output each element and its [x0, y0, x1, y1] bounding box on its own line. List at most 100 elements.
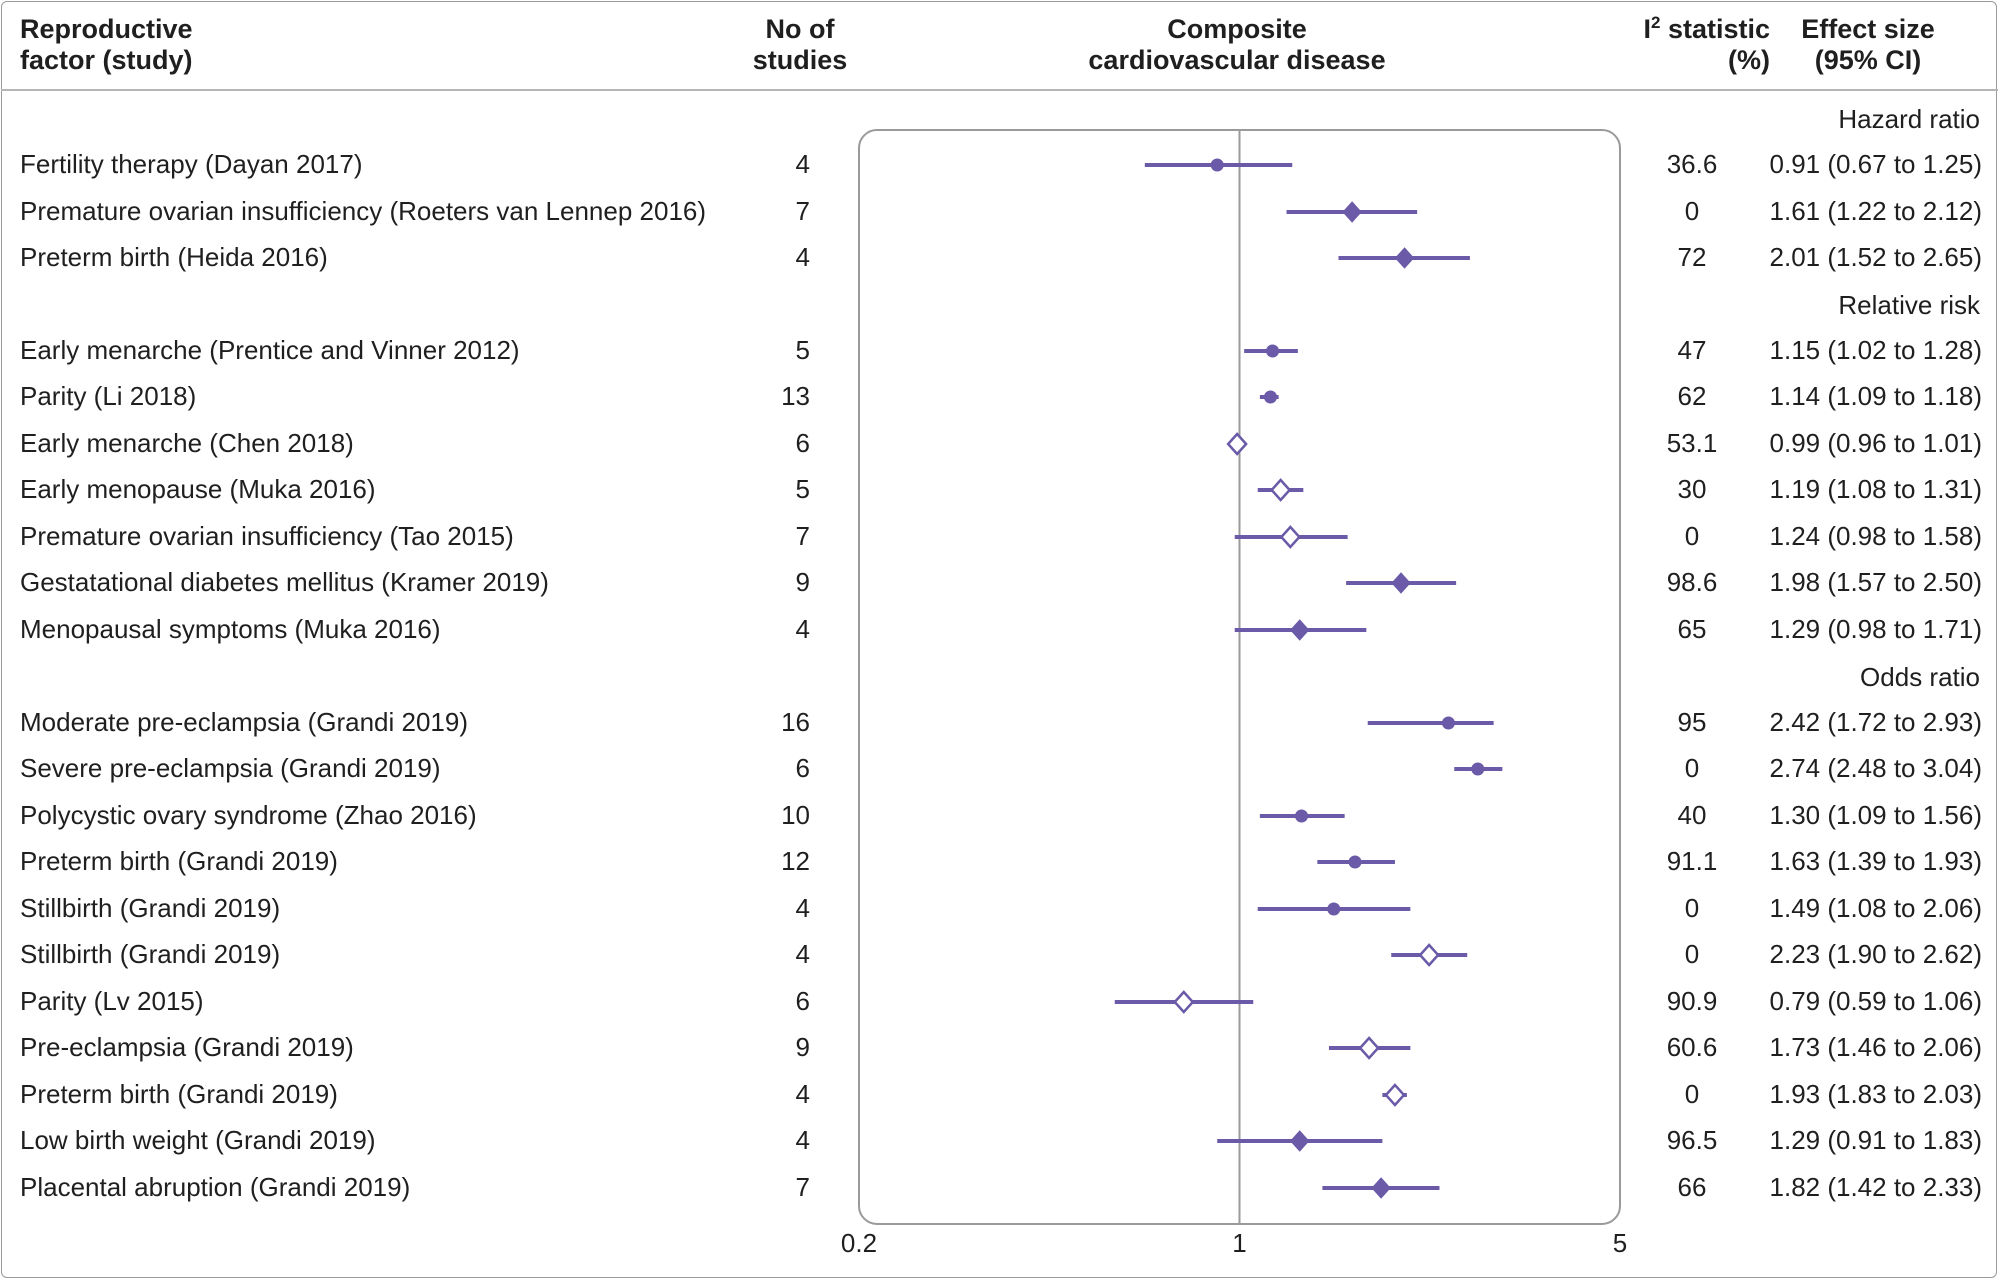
row-effect-size: 1.73 (1.46 to 2.06)	[1769, 1032, 1982, 1062]
row-effect-size: 1.49 (1.08 to 2.06)	[1769, 893, 1982, 923]
header-i2-rest: statistic (%)	[1667, 14, 1770, 75]
row-effect-size: 1.61 (1.22 to 2.12)	[1769, 196, 1982, 226]
row-study-label: Gestatational diabetes mellitus (Kramer …	[20, 567, 549, 597]
row-study-label: Stillbirth (Grandi 2019)	[20, 893, 281, 923]
point-estimate-circle	[1471, 762, 1485, 776]
row-i2-value: 62	[1677, 381, 1707, 411]
row-study-label: Premature ovarian insufficiency (Roeters…	[20, 196, 707, 226]
row-i2-value: 96.5	[1666, 1125, 1718, 1155]
row-study-label: Menopausal symptoms (Muka 2016)	[20, 614, 441, 644]
row-i2-value: 91.1	[1666, 846, 1718, 876]
header-plot-title: Composite cardiovascular disease	[1088, 14, 1386, 75]
header-i2-letter: I	[1643, 14, 1651, 44]
row-no-of-studies: 12	[781, 846, 810, 876]
row-effect-size: 1.29 (0.91 to 1.83)	[1769, 1125, 1982, 1155]
row-no-of-studies: 6	[795, 753, 810, 783]
x-tick-label: 1	[1232, 1228, 1246, 1258]
row-effect-size: 0.91 (0.67 to 1.25)	[1769, 149, 1982, 179]
row-study-label: Preterm birth (Grandi 2019)	[20, 1079, 338, 1109]
row-effect-size: 2.01 (1.52 to 2.65)	[1769, 242, 1982, 272]
row-i2-value: 36.6	[1666, 149, 1718, 179]
row-study-label: Early menarche (Prentice and Vinner 2012…	[20, 335, 520, 365]
row-i2-value: 53.1	[1666, 428, 1718, 458]
row-study-label: Pre-eclampsia (Grandi 2019)	[20, 1032, 354, 1062]
row-i2-value: 30	[1677, 474, 1707, 504]
row-no-of-studies: 4	[795, 893, 810, 923]
header-effect-size: Effect size (95% CI)	[1801, 14, 1935, 75]
header-i2-statistic: I2 statistic (%)	[1600, 14, 1770, 76]
point-estimate-diamond-filled	[1394, 247, 1415, 269]
row-effect-size: 0.79 (0.59 to 1.06)	[1769, 986, 1982, 1016]
row-i2-value: 0	[1684, 893, 1700, 923]
row-study-label: Premature ovarian insufficiency (Tao 201…	[20, 521, 514, 551]
row-effect-size: 1.14 (1.09 to 1.18)	[1769, 381, 1982, 411]
header-i2-superscript: 2	[1650, 13, 1661, 32]
point-estimate-diamond-filled	[1290, 1130, 1310, 1152]
row-no-of-studies: 4	[795, 1079, 810, 1109]
row-study-label: Fertility therapy (Dayan 2017)	[20, 149, 363, 179]
row-no-of-studies: 13	[781, 381, 810, 411]
row-i2-value: 66	[1677, 1172, 1707, 1202]
row-study-label: Preterm birth (Heida 2016)	[20, 242, 328, 272]
point-estimate-diamond-open	[1358, 1036, 1380, 1060]
row-study-label: Placental abruption (Grandi 2019)	[20, 1172, 411, 1202]
row-effect-size: 1.24 (0.98 to 1.58)	[1769, 521, 1982, 551]
row-effect-size: 1.15 (1.02 to 1.28)	[1769, 335, 1982, 365]
row-effect-size: 2.74 (2.48 to 3.04)	[1769, 753, 1982, 783]
point-estimate-circle	[1295, 809, 1309, 823]
x-tick-label: 0.2	[841, 1228, 877, 1258]
point-estimate-circle	[1327, 902, 1341, 916]
group-label-relative-risk: Relative risk	[1838, 290, 1980, 320]
point-estimate-circle	[1266, 344, 1280, 358]
point-estimate-circle	[1348, 855, 1362, 869]
row-study-label: Polycystic ovary syndrome (Zhao 2016)	[20, 800, 477, 830]
row-effect-size: 1.29 (0.98 to 1.71)	[1769, 614, 1982, 644]
point-estimate-diamond-open	[1173, 990, 1195, 1014]
row-effect-size: 2.42 (1.72 to 2.93)	[1769, 707, 1982, 737]
row-i2-value: 0	[1684, 196, 1700, 226]
header-no-of-studies: No of studies	[752, 14, 848, 75]
row-i2-value: 40	[1677, 800, 1707, 830]
row-i2-value: 0	[1684, 1079, 1700, 1109]
row-no-of-studies: 6	[795, 428, 810, 458]
row-no-of-studies: 4	[795, 149, 810, 179]
group-label-odds-ratio: Odds ratio	[1860, 662, 1980, 692]
point-estimate-circle	[1263, 390, 1277, 404]
point-estimate-diamond-filled	[1371, 1177, 1391, 1199]
row-effect-size: 0.99 (0.96 to 1.01)	[1769, 428, 1982, 458]
row-i2-value: 72	[1677, 242, 1707, 272]
row-no-of-studies: 7	[795, 521, 810, 551]
row-no-of-studies: 4	[795, 242, 810, 272]
row-i2-value: 60.6	[1666, 1032, 1718, 1062]
row-effect-size: 1.63 (1.39 to 1.93)	[1769, 846, 1982, 876]
row-no-of-studies: 16	[781, 707, 810, 737]
row-i2-value: 47	[1677, 335, 1707, 365]
row-effect-size: 1.98 (1.57 to 2.50)	[1769, 567, 1982, 597]
point-estimate-diamond-open	[1279, 525, 1302, 549]
row-study-label: Stillbirth (Grandi 2019)	[20, 939, 281, 969]
row-study-label: Early menopause (Muka 2016)	[20, 474, 376, 504]
point-estimate-diamond-open	[1384, 1083, 1406, 1107]
row-no-of-studies: 7	[795, 1172, 810, 1202]
row-study-label: Moderate pre-eclampsia (Grandi 2019)	[20, 707, 468, 737]
row-effect-size: 1.19 (1.08 to 1.31)	[1769, 474, 1982, 504]
row-no-of-studies: 5	[795, 474, 810, 504]
row-i2-value: 65	[1677, 614, 1707, 644]
row-no-of-studies: 6	[795, 986, 810, 1016]
row-i2-value: 90.9	[1666, 986, 1718, 1016]
header-study: Reproductive factor (study)	[20, 14, 193, 75]
row-study-label: Low birth weight (Grandi 2019)	[20, 1125, 376, 1155]
row-i2-value: 0	[1684, 521, 1700, 551]
row-no-of-studies: 9	[795, 567, 810, 597]
x-tick-label: 5	[1613, 1228, 1627, 1258]
point-estimate-diamond-filled	[1391, 572, 1411, 594]
row-study-label: Severe pre-eclampsia (Grandi 2019)	[20, 753, 441, 783]
row-no-of-studies: 5	[795, 335, 810, 365]
row-i2-value: 0	[1684, 753, 1700, 783]
point-estimate-diamond-open	[1418, 943, 1440, 967]
group-label-hazard-ratio: Hazard ratio	[1838, 104, 1980, 134]
point-estimate-diamond-open	[1226, 432, 1248, 456]
row-study-label: Early menarche (Chen 2018)	[20, 428, 354, 458]
row-no-of-studies: 10	[781, 800, 810, 830]
